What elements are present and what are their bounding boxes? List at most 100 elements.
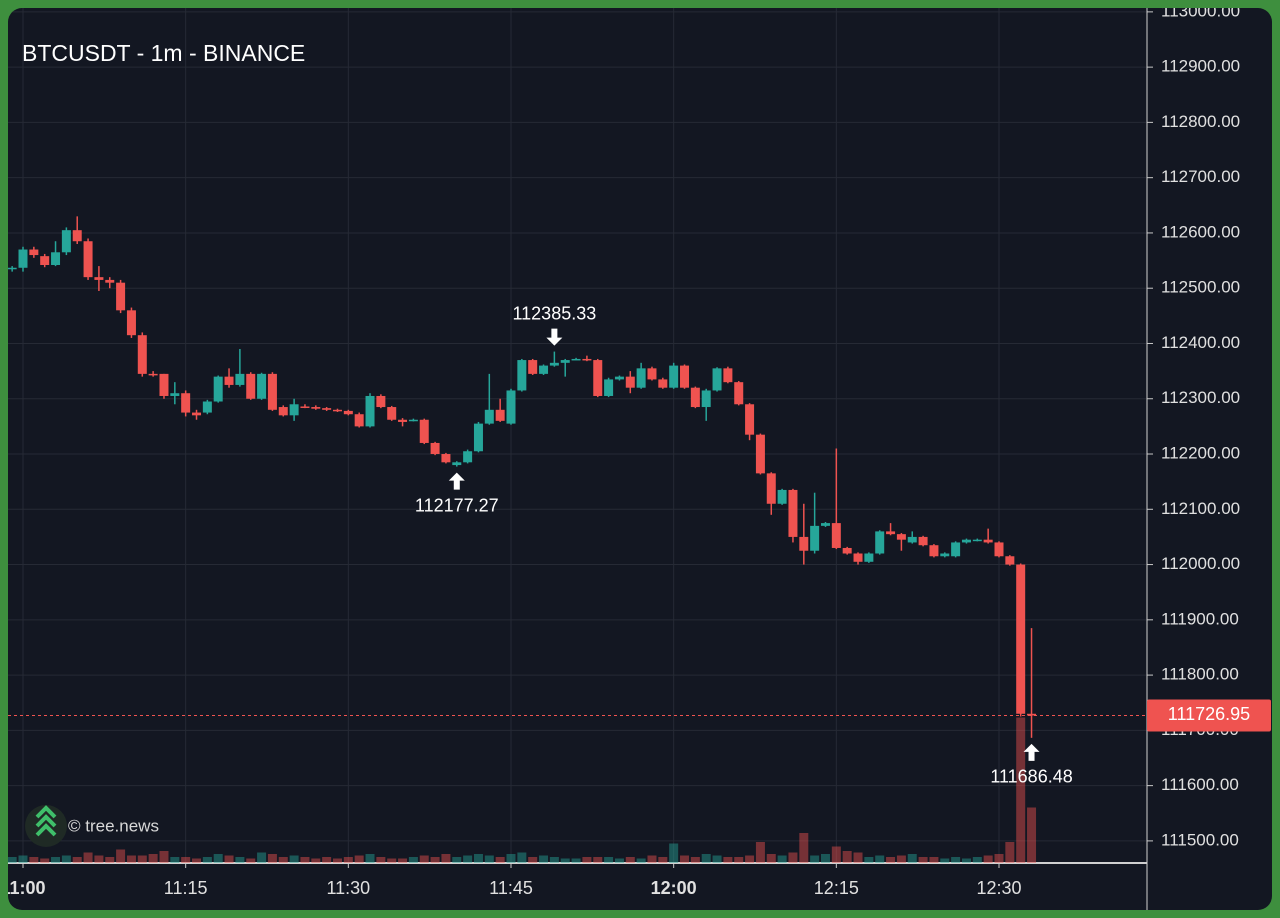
volume-bar xyxy=(441,854,451,863)
volume-bar xyxy=(170,857,180,863)
candle-body xyxy=(636,368,646,388)
candle-body xyxy=(387,407,397,420)
candle-body xyxy=(853,553,863,562)
volume-bar xyxy=(777,855,787,863)
candle-body xyxy=(452,462,462,466)
volume-bar xyxy=(918,857,928,863)
volume-bar xyxy=(712,855,722,863)
volume-bar xyxy=(886,857,896,863)
candle-body xyxy=(929,545,939,557)
candle-body xyxy=(723,368,733,383)
candle-body xyxy=(365,395,375,427)
volume-bar xyxy=(669,843,679,863)
candle-body xyxy=(669,365,679,388)
candle-body xyxy=(658,379,668,388)
candle-body xyxy=(8,267,17,270)
y-tick-label: 111900.00 xyxy=(1161,609,1239,628)
candle-body xyxy=(896,534,906,540)
candle-body xyxy=(734,382,744,405)
volume-bar xyxy=(398,858,408,863)
candle-body xyxy=(961,539,971,543)
volume-bar xyxy=(799,833,809,863)
volume-bar xyxy=(430,857,440,863)
candle-body xyxy=(83,241,93,278)
candle-body xyxy=(473,423,483,452)
candle-body xyxy=(311,407,321,409)
candle-body xyxy=(983,539,993,543)
candle-body xyxy=(799,536,809,551)
volume-bar xyxy=(181,857,191,863)
volume-bar xyxy=(1005,842,1015,863)
volume-bar xyxy=(842,851,852,863)
volume-bar xyxy=(896,855,906,863)
volume-bar xyxy=(517,852,527,863)
volume-bar xyxy=(680,855,690,863)
candle-body xyxy=(680,365,690,388)
volume-bar xyxy=(343,857,353,863)
candle-body xyxy=(148,373,158,376)
candle-body xyxy=(170,393,180,396)
volume-bar xyxy=(864,857,874,863)
candle-body xyxy=(994,542,1004,557)
y-tick-label: 111800.00 xyxy=(1161,665,1239,684)
volume-bar xyxy=(951,857,961,863)
candle-body xyxy=(430,442,440,455)
marker-arrow xyxy=(546,328,563,346)
volume-bar xyxy=(820,854,830,863)
volume-bar xyxy=(549,857,559,863)
y-tick-label: 112900.00 xyxy=(1161,57,1240,76)
logo-chevrons xyxy=(35,805,57,837)
marker-label: 112177.27 xyxy=(415,495,499,515)
candle-body xyxy=(235,373,245,385)
marker-arrow xyxy=(1023,743,1040,761)
volume-bar xyxy=(929,857,939,863)
volume-bar xyxy=(137,855,147,863)
candle-body xyxy=(517,360,527,391)
volume-bar xyxy=(332,858,342,863)
volume-bar xyxy=(907,854,917,863)
volume-bar xyxy=(539,855,549,863)
candle-body xyxy=(549,362,559,366)
candle-body xyxy=(18,249,28,268)
candle-body xyxy=(278,407,288,416)
candle-body xyxy=(192,412,202,416)
volume-bar xyxy=(365,854,375,863)
volume-bar xyxy=(61,855,71,863)
candle-body xyxy=(886,531,896,535)
candle-body xyxy=(224,376,234,385)
x-tick-label: 11:15 xyxy=(164,878,208,898)
volume-bar xyxy=(8,857,17,863)
volume-bar xyxy=(278,857,288,863)
volume-bar xyxy=(723,857,733,863)
candle-body xyxy=(560,360,570,363)
y-tick-label: 111500.00 xyxy=(1161,830,1239,849)
candle-body xyxy=(593,360,603,396)
volume-bar xyxy=(311,858,321,863)
volume-bar xyxy=(875,855,885,863)
volume-bar xyxy=(506,854,516,863)
candle-body xyxy=(1005,556,1015,565)
candle-body xyxy=(864,553,874,562)
volume-bar xyxy=(202,857,212,863)
volume-bar xyxy=(463,855,473,863)
volume-bar xyxy=(614,858,624,863)
candle-body xyxy=(376,395,386,408)
candle-body xyxy=(398,419,408,422)
volume-bar xyxy=(593,857,603,863)
volume-bar xyxy=(257,852,267,863)
candle-body xyxy=(126,310,136,336)
candle-body xyxy=(246,373,256,399)
candle-body xyxy=(842,547,852,554)
candle-body xyxy=(788,489,798,537)
candle-body xyxy=(1016,564,1026,714)
volume-bar xyxy=(625,857,635,863)
candle-body xyxy=(213,376,223,402)
candle-body xyxy=(539,365,549,374)
marker-label: 111686.48 xyxy=(990,767,1072,787)
candle-body xyxy=(300,406,310,408)
candle-body xyxy=(332,409,342,412)
y-tick-label: 112500.00 xyxy=(1161,278,1240,297)
candle-body xyxy=(820,523,830,526)
